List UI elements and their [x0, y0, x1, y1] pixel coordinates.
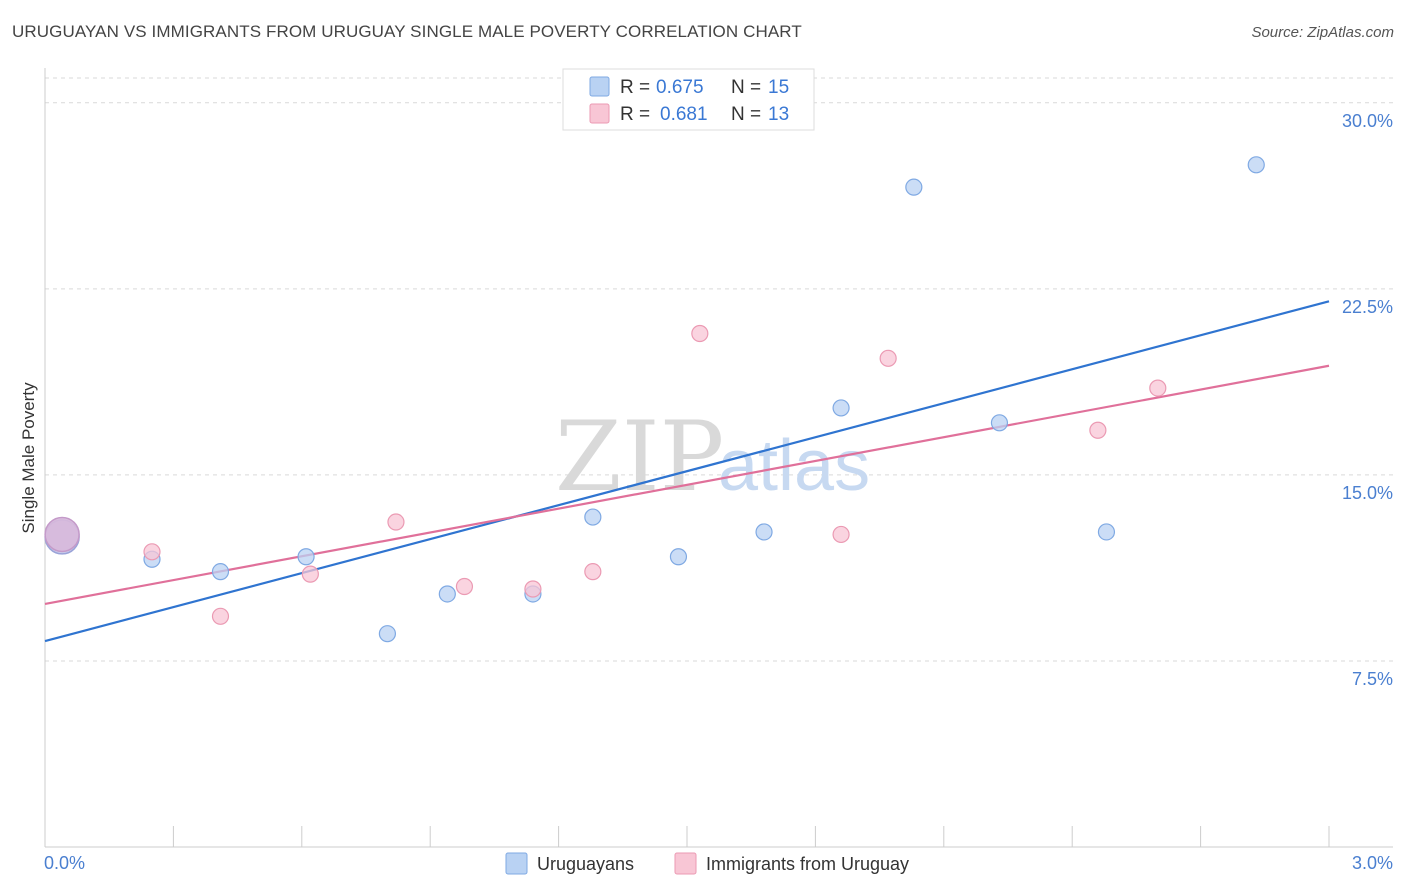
data-point-uruguayans — [990, 414, 1009, 432]
bottom-legend-label-uruguayans: Uruguayans — [537, 854, 634, 874]
data-point-immigrants — [387, 513, 405, 531]
data-point-uruguayans — [755, 523, 773, 541]
legend-r-value-1: 0.675 — [656, 77, 704, 98]
y-tick-label: 30.0% — [1342, 111, 1393, 131]
legend-swatch-immigrants — [589, 103, 610, 124]
data-point-immigrants — [1149, 379, 1167, 397]
chart-title: URUGUAYAN VS IMMIGRANTS FROM URUGUAY SIN… — [12, 22, 802, 41]
legend-n-value-1: 15 — [768, 77, 789, 98]
source-label: Source: ZipAtlas.com — [1251, 24, 1394, 41]
watermark: ZIP atlas — [555, 401, 870, 513]
x-tick-label-min: 0.0% — [44, 853, 85, 873]
data-point-uruguayans — [378, 625, 396, 643]
data-point-immigrants — [691, 324, 709, 343]
legend-n-label-2: N = — [731, 104, 761, 125]
data-point-uruguayans — [297, 548, 315, 566]
data-point-uruguayans — [584, 508, 602, 526]
y-tick-label: 7.5% — [1352, 669, 1393, 689]
legend-n-value-2: 13 — [768, 104, 789, 125]
legend-box: R = 0.675 N = 15 R = 0.681 N = 13 — [562, 68, 815, 131]
data-point-uruguayans — [211, 563, 230, 581]
data-point-immigrants — [584, 563, 602, 581]
data-point-immigrants — [301, 565, 319, 583]
data-point-uruguayans — [669, 548, 688, 566]
y-tick-label: 15.0% — [1342, 483, 1393, 503]
data-point-immigrants — [143, 543, 161, 561]
bottom-legend: Uruguayans Immigrants from Uruguay — [505, 852, 909, 875]
data-point-immigrants — [879, 349, 897, 367]
data-point-immigrants — [1089, 421, 1107, 439]
data-point-uruguayans — [1097, 523, 1116, 541]
gridlines — [45, 77, 1393, 662]
bottom-legend-swatch-uruguayans — [505, 852, 528, 875]
legend-r-label-2: R = — [620, 104, 650, 125]
trend-lines — [44, 300, 1330, 643]
y-axis-title: Single Male Poverty — [19, 382, 38, 534]
data-point-immigrants — [524, 580, 542, 598]
bottom-legend-label-immigrants: Immigrants from Uruguay — [706, 854, 909, 874]
data-point-immigrants — [211, 607, 230, 625]
bottom-legend-swatch-immigrants — [674, 852, 697, 875]
data-point-large — [44, 516, 80, 553]
data-point-uruguayans — [438, 585, 456, 603]
data-point-immigrants — [455, 577, 474, 596]
trend-line-uruguayans — [44, 300, 1330, 643]
legend-r-label-1: R = — [620, 77, 650, 98]
legend-r-value-2: 0.681 — [660, 104, 708, 125]
legend-n-label-1: N = — [731, 77, 761, 98]
x-tick-label-max: 3.0% — [1352, 853, 1393, 873]
data-point-uruguayans — [1247, 156, 1265, 174]
trend-line-immigrants — [44, 364, 1330, 605]
y-tick-label: 22.5% — [1342, 297, 1393, 317]
data-point-uruguayans — [832, 399, 850, 417]
data-point-uruguayans — [905, 178, 923, 196]
watermark-zip: ZIP — [555, 401, 724, 513]
axes — [44, 68, 1393, 848]
data-point-immigrants — [832, 525, 850, 544]
y-tick-labels: 7.5% 15.0% 22.5% 30.0% — [1342, 111, 1393, 689]
data-points — [44, 156, 1265, 643]
legend-swatch-uruguayans — [589, 76, 610, 97]
